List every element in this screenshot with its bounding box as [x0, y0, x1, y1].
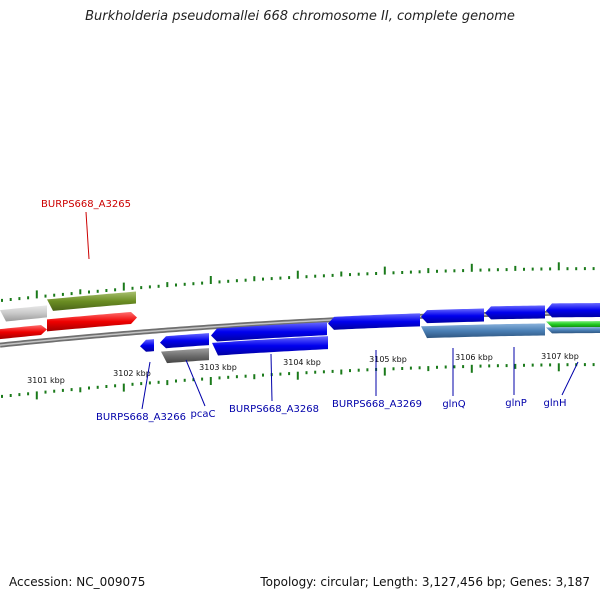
leader-line-pcac [185, 359, 206, 407]
gene-arrow-glnP [485, 305, 545, 320]
kbp-label: 3107 kbp [541, 352, 579, 361]
gene-block-steelblue-2 [546, 327, 600, 334]
gene-label-glnh: glnH [544, 398, 567, 409]
gene-arrow-a3266 [140, 339, 154, 352]
gene-label-pcac: pcaC [191, 409, 216, 420]
page-title: Burkholderia pseudomallei 668 chromosome… [85, 9, 515, 24]
gene-arrow-a3269 [328, 313, 420, 330]
gene-label-burps668-a3268: BURPS668_A3268 [229, 404, 319, 415]
gene-label-burps668-a3265: BURPS668_A3265 [41, 199, 131, 210]
gene-arrow-red-1 [0, 325, 47, 340]
gene-arrow-red-2 [47, 311, 137, 332]
gene-arrow-a3268-1 [211, 322, 327, 342]
feature-labels: 3101 kbp 3102 kbp 3103 kbp 3104 kbp 3105 kbp… [27, 199, 579, 423]
gene-arrow-pcaC [160, 333, 209, 349]
kbp-label: 3106 kbp [455, 353, 493, 362]
gene-block-gray [161, 348, 209, 364]
gene-block-steelblue [421, 323, 545, 339]
gene-features [0, 291, 600, 364]
gene-block-blue-2 [212, 336, 328, 356]
gene-label-burps668-a3266: BURPS668_A3266 [96, 412, 186, 423]
kbp-label: 3104 kbp [283, 358, 321, 367]
gene-arrow-glnH [546, 303, 600, 318]
gene-label-burps668-a3269: BURPS668_A3269 [332, 399, 422, 410]
genome-summary-text: Topology: circular; Length: 3,127,456 bp… [260, 575, 590, 589]
kbp-label: 3102 kbp [113, 369, 151, 378]
kbp-label: 3103 kbp [199, 363, 237, 372]
gene-label-glnq: glnQ [442, 399, 465, 410]
scale-ticks [1, 262, 595, 400]
leader-line-burps668-a3265 [85, 211, 90, 260]
gene-block-green [546, 321, 600, 328]
kbp-label: 3101 kbp [27, 376, 65, 385]
gene-block-lightgray [0, 305, 47, 322]
leader-line-burps668-a3268 [270, 353, 273, 402]
gene-arrow-glnQ [421, 308, 484, 324]
gene-block-olive [47, 291, 136, 311]
leader-line-glnh [561, 361, 579, 396]
accession-text: Accession: NC_009075 [9, 575, 146, 589]
kbp-label: 3105 kbp [369, 355, 407, 364]
gene-label-glnp: glnP [505, 398, 527, 409]
leader-line-burps668-a3266 [141, 361, 151, 410]
